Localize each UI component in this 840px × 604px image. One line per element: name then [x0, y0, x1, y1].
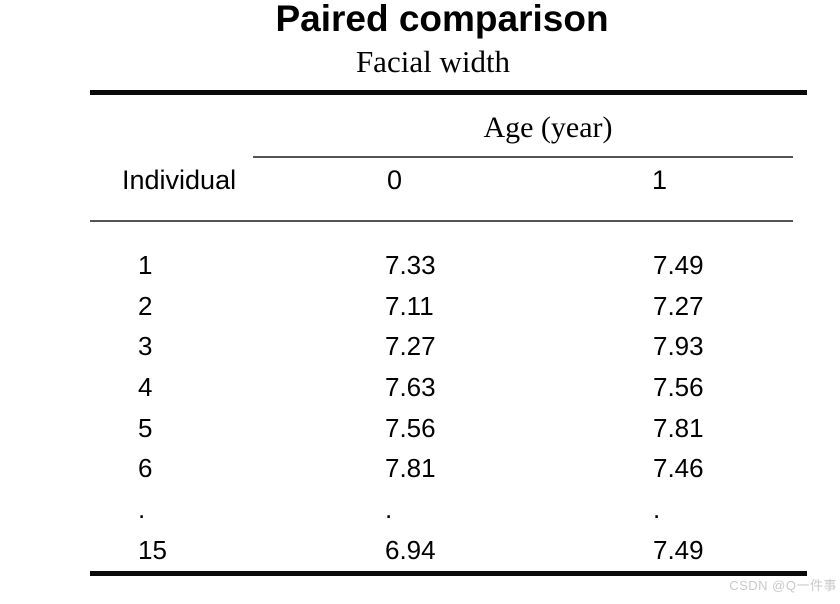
- table-row-ellipsis: . . .: [0, 489, 840, 530]
- cell-age0: .: [385, 494, 393, 525]
- page-title: Paired comparison: [275, 0, 609, 39]
- cell-age0: 7.81: [385, 453, 436, 484]
- cell-age1: 7.56: [653, 372, 704, 403]
- cell-age1: 7.27: [653, 290, 704, 321]
- cell-individual: .: [138, 494, 146, 525]
- table-row: 5 7.56 7.81: [0, 408, 840, 449]
- cell-age0: 7.33: [385, 250, 436, 280]
- cell-age1: 7.46: [653, 453, 704, 484]
- table-row: 1 7.33 7.49: [0, 245, 840, 286]
- cell-age0: 7.27: [385, 331, 436, 362]
- table-row: 3 7.27 7.93: [0, 326, 840, 367]
- table-caption: Facial width: [355, 44, 511, 79]
- age-spanner-header: Age (year): [483, 111, 613, 144]
- column-header-age0: 0: [387, 165, 403, 195]
- table-row: 6 7.81 7.46: [0, 448, 840, 489]
- cell-age0: 7.63: [385, 372, 436, 403]
- age-spanner-underline: [253, 156, 793, 158]
- header-underline-rule: [90, 220, 793, 222]
- cell-individual: 3: [138, 331, 153, 362]
- cell-age1: 7.49: [653, 250, 704, 280]
- table-top-rule: [90, 90, 807, 95]
- cell-individual: 5: [138, 412, 153, 443]
- table-body: 1 7.33 7.49 2 7.11 7.27 3 7.27 7.93 4 7.…: [0, 245, 840, 571]
- table-bottom-rule: [90, 571, 807, 576]
- cell-individual: 4: [138, 372, 153, 403]
- cell-individual: 15: [138, 534, 167, 565]
- cell-age1: 7.93: [653, 331, 704, 362]
- cell-individual: 6: [138, 453, 153, 484]
- table-row: 2 7.11 7.27: [0, 286, 840, 327]
- cell-age0: 6.94: [385, 534, 436, 565]
- cell-age0: 7.11: [385, 290, 434, 321]
- cell-age1: 7.49: [653, 534, 704, 565]
- cell-age1: .: [653, 494, 661, 525]
- csdn-watermark: CSDN @Q一件事: [729, 578, 837, 593]
- cell-age1: 7.81: [653, 412, 704, 443]
- cell-individual: 1: [138, 250, 153, 280]
- cell-individual: 2: [138, 290, 153, 321]
- table-row: 4 7.63 7.56: [0, 367, 840, 408]
- column-header-individual: Individual: [122, 165, 237, 195]
- table-row: 15 6.94 7.49: [0, 530, 840, 571]
- column-header-age1: 1: [652, 165, 668, 195]
- cell-age0: 7.56: [385, 412, 436, 443]
